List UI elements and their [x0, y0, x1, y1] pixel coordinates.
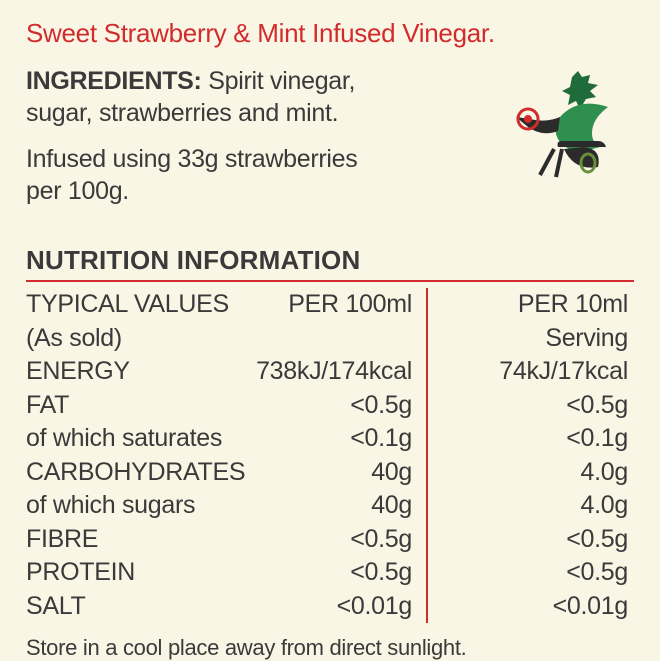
row-label: of which saturates — [26, 422, 248, 456]
table-row: of which sugars 40g 4.0g — [26, 489, 634, 523]
row-label: ENERGY — [26, 355, 248, 389]
ingredients-label: INGREDIENTS: — [26, 67, 202, 95]
row-label: CARBOHYDRATES — [26, 456, 248, 490]
row-c1: <0.5g — [248, 556, 428, 590]
row-c1: <0.5g — [248, 523, 428, 557]
table-row: CARBOHYDRATES 40g 4.0g — [26, 456, 634, 490]
top-row: INGREDIENTS: Spirit vinegar, sugar, stra… — [26, 65, 634, 221]
row-c2: <0.01g — [428, 590, 634, 624]
infusion-line-1: Infused using 33g strawberries — [26, 145, 357, 173]
row-label: FIBRE — [26, 523, 248, 557]
table-row: FIBRE <0.5g <0.5g — [26, 523, 634, 557]
row-label: FAT — [26, 389, 248, 423]
ingredients-line: INGREDIENTS: Spirit vinegar, sugar, stra… — [26, 65, 426, 129]
red-rule — [26, 280, 634, 282]
col-label-header: TYPICAL VALUES — [26, 288, 248, 322]
table-row: FAT <0.5g <0.5g — [26, 389, 634, 423]
nutrition-table: TYPICAL VALUES PER 100ml PER 10ml (As so… — [26, 288, 634, 623]
row-c1: 738kJ/174kcal — [248, 355, 428, 389]
ingredients-block: INGREDIENTS: Spirit vinegar, sugar, stra… — [26, 65, 426, 221]
row-c2: <0.5g — [428, 523, 634, 557]
row-label: of which sugars — [26, 489, 248, 523]
row-c2: <0.5g — [428, 556, 634, 590]
row-label: PROTEIN — [26, 556, 248, 590]
row-c2: 4.0g — [428, 489, 634, 523]
row-c1: <0.5g — [248, 389, 428, 423]
storage-note: Store in a cool place away from direct s… — [26, 635, 634, 661]
row-c2: <0.5g — [428, 389, 634, 423]
infusion-note: Infused using 33g strawberries per 100g. — [26, 143, 426, 207]
infusion-line-2: per 100g. — [26, 177, 129, 205]
row-c2: 4.0g — [428, 456, 634, 490]
col1-sub — [248, 322, 428, 356]
table-subheader-row: (As sold) Serving — [26, 322, 634, 356]
col2-header: PER 10ml — [428, 288, 634, 322]
bird-logo-icon — [510, 69, 630, 179]
col1-header: PER 100ml — [248, 288, 428, 322]
row-label: SALT — [26, 590, 248, 624]
row-c1: <0.01g — [248, 590, 428, 624]
table-row: PROTEIN <0.5g <0.5g — [26, 556, 634, 590]
row-c2: 74kJ/17kcal — [428, 355, 634, 389]
col2-sub: Serving — [428, 322, 634, 356]
table-row: SALT <0.01g <0.01g — [26, 590, 634, 624]
row-c1: 40g — [248, 456, 428, 490]
table-row: of which saturates <0.1g <0.1g — [26, 422, 634, 456]
table-row: ENERGY 738kJ/174kcal 74kJ/17kcal — [26, 355, 634, 389]
row-c2: <0.1g — [428, 422, 634, 456]
product-title: Sweet Strawberry & Mint Infused Vinegar. — [26, 18, 634, 49]
row-c1: <0.1g — [248, 422, 428, 456]
col-label-sub: (As sold) — [26, 322, 248, 356]
row-c1: 40g — [248, 489, 428, 523]
table-header-row: TYPICAL VALUES PER 100ml PER 10ml — [26, 288, 634, 322]
nutrition-heading: NUTRITION INFORMATION — [26, 245, 634, 276]
